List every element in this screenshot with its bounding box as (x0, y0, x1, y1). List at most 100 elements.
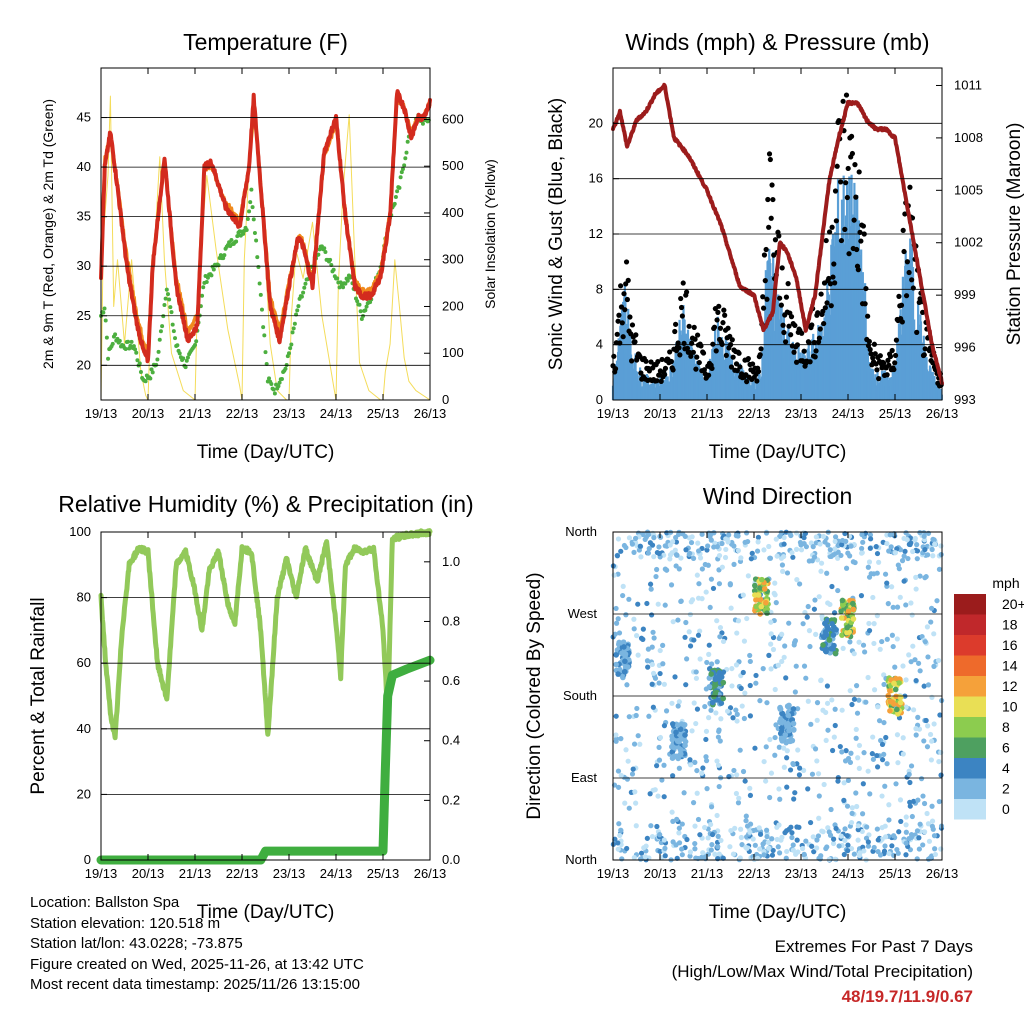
winds-gust-point (615, 318, 621, 324)
winds-gust-point (868, 351, 874, 357)
temperature-series-dewpoint-point (168, 305, 173, 310)
station-info: Location: Ballston Spa Station elevation… (30, 893, 364, 996)
wind-direction-y-axis-label: Direction (Colored By Speed) (524, 572, 545, 819)
wind-direction-point (779, 658, 785, 665)
wind-direction-point (855, 837, 861, 843)
humidity-y-tick-label: 0 (84, 852, 91, 867)
wind-direction-point (832, 534, 839, 540)
wind-direction-point (697, 628, 703, 634)
winds-gust-point (692, 336, 698, 342)
wind-direction-point (669, 700, 675, 706)
wind-direction-point (882, 843, 888, 849)
wind-direction-cluster-point (613, 661, 619, 668)
wind-direction-point (858, 593, 865, 599)
wind-direction-cluster-point (720, 679, 727, 686)
winds-gust-point (782, 339, 789, 345)
wind-direction-point (908, 659, 914, 665)
wind-direction-point (683, 547, 689, 553)
winds-gust-point (793, 359, 800, 365)
wind-direction-point (740, 669, 746, 676)
wind-direction-point (738, 685, 744, 691)
humidity-x-tick-label: 19/13 (85, 866, 118, 881)
wind-direction-point (695, 632, 702, 638)
wind-direction-x-tick-label: 20/13 (644, 866, 677, 881)
wind-direction-point (874, 826, 880, 832)
temperature-series-dewpoint-point (255, 255, 260, 260)
winds-gust-point (680, 280, 686, 286)
winds-gust-point (901, 248, 907, 255)
winds-gust-point (914, 329, 920, 335)
winds-gust-point (646, 368, 652, 374)
wind-direction-cluster-point (751, 588, 758, 594)
wind-direction-point (847, 553, 853, 559)
wind-direction-point (884, 761, 890, 767)
wind-direction-cluster-point (615, 671, 621, 677)
winds-gust-point (668, 358, 674, 365)
wind-direction-point (929, 694, 935, 700)
temperature-series-dewpoint-point (164, 287, 169, 292)
temperature-x-tick-label: 25/13 (367, 406, 400, 421)
winds-gust-point (758, 346, 764, 352)
winds-gust-point (698, 343, 704, 349)
winds-y2-tick-label: 999 (954, 287, 976, 302)
wind-direction-point (841, 780, 847, 786)
wind-direction-point (650, 629, 656, 635)
wind-direction-point (879, 741, 886, 748)
wind-direction-point (745, 573, 751, 579)
winds-gust-point (754, 378, 760, 384)
wind-direction-point (824, 700, 831, 706)
wind-direction-point (825, 825, 831, 831)
wind-direction-cluster-point (785, 712, 792, 719)
temperature-series-dewpoint-point (254, 238, 259, 243)
temperature-series-dewpoint-point (157, 337, 162, 342)
wind-direction-point (908, 600, 914, 606)
winds-gust-point (737, 364, 743, 370)
wind-direction-cluster-point (716, 672, 723, 679)
winds-gust-point (788, 314, 795, 320)
wind-direction-point (620, 592, 626, 599)
temperature-series-dewpoint-point (397, 185, 402, 190)
wind-direction-point (655, 793, 661, 799)
wind-direction-point (881, 681, 887, 688)
wind-direction-point (703, 754, 709, 760)
wind-direction-point (912, 535, 918, 542)
wind-direction-point (903, 530, 909, 536)
wind-direction-point (917, 530, 923, 536)
wind-direction-point (693, 669, 699, 675)
wind-direction-cluster-point (669, 749, 676, 755)
wind-direction-point (849, 810, 855, 816)
winds-gust-point (801, 348, 807, 354)
wind-direction-point (748, 556, 754, 562)
temperature-series-dewpoint-point (101, 310, 106, 315)
winds-gust-point (772, 237, 779, 243)
wind-direction-point (621, 542, 628, 549)
humidity-x-tick-label: 26/13 (414, 866, 447, 881)
wind-direction-point (838, 552, 844, 559)
temperature-series-dewpoint-point (110, 341, 115, 346)
wind-direction-point (692, 840, 698, 847)
wind-direction-point (716, 728, 722, 735)
wind-direction-point (848, 819, 855, 826)
temperature-series-dewpoint-point (229, 238, 234, 243)
wind-direction-cluster-point (619, 650, 626, 656)
wind-direction-point (935, 657, 942, 664)
wind-direction-point (814, 758, 820, 764)
wind-direction-cluster-point (892, 686, 899, 693)
wind-direction-point (874, 550, 881, 557)
wind-direction-point (773, 722, 779, 728)
wind-direction-point (763, 744, 769, 750)
wind-direction-point (801, 663, 808, 669)
wind-direction-point (896, 829, 902, 835)
wind-direction-legend-label: 6 (1002, 740, 1010, 756)
wind-direction-point (722, 554, 729, 561)
wind-direction-cluster-point (779, 710, 786, 717)
temperature-series-dewpoint-point (131, 344, 136, 349)
wind-direction-point (776, 850, 783, 856)
wind-direction-point (659, 777, 665, 783)
wind-direction-point (794, 837, 800, 843)
wind-direction-point (708, 707, 714, 713)
wind-direction-point (728, 827, 734, 834)
temperature-series-dewpoint-point (302, 285, 307, 290)
winds-gust-point (720, 320, 726, 326)
temperature-series-dewpoint-point (248, 200, 253, 205)
